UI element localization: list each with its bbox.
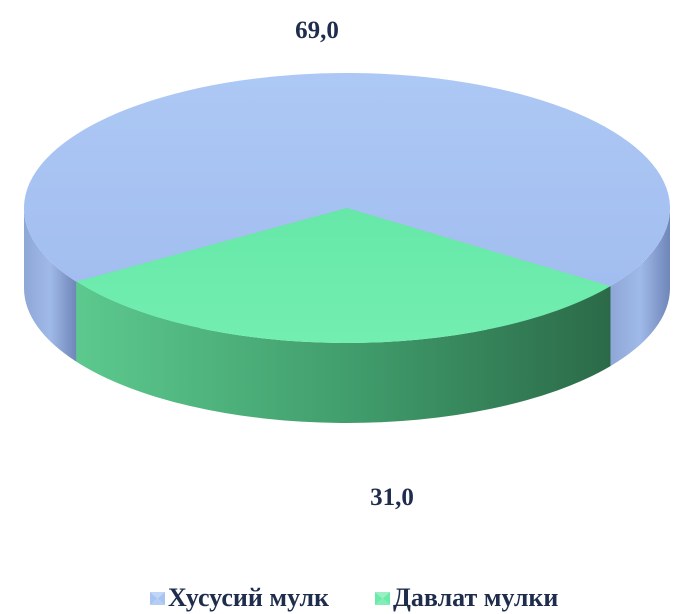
slice-side-private-1 (610, 208, 670, 367)
legend: Хусусий мулк Давлат мулки (0, 583, 673, 614)
legend-swatch-private (150, 591, 165, 606)
data-label-private: 69,0 (295, 17, 339, 44)
legend-item-private: Хусусий мулк (150, 583, 329, 613)
legend-label-private: Хусусий мулк (168, 583, 330, 612)
legend-item-state: Давлат мулки (375, 583, 558, 613)
slice-side-private-0 (23, 208, 77, 362)
slice-side-state (76, 281, 611, 423)
slice-private (24, 73, 671, 287)
legend-swatch-state (375, 591, 390, 606)
data-label-state: 31,0 (370, 484, 414, 511)
pie-chart-canvas: 69,0 31,0 (23, 17, 671, 511)
legend-label-state: Давлат мулки (393, 583, 559, 612)
slice-state (76, 208, 611, 343)
